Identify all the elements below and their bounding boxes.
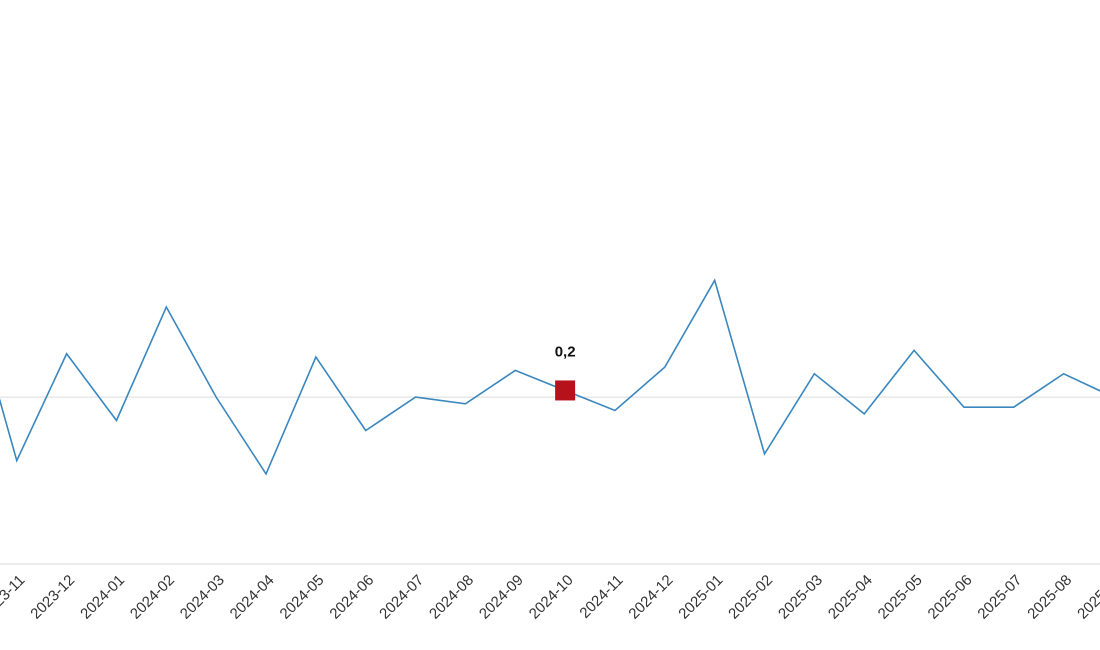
x-tick-label: 2025-01 (675, 572, 726, 623)
x-tick-label: 2025-08 (1024, 572, 1075, 623)
x-tick-label: 2024-05 (277, 572, 328, 623)
x-tick-label: 2023-12 (27, 572, 78, 623)
highlight-marker (555, 380, 576, 401)
x-tick-label: 2024-02 (127, 572, 178, 623)
x-tick-label: 2024-03 (177, 572, 228, 623)
x-tick-label: 2024-07 (376, 572, 427, 623)
x-tick-label: 2025-05 (875, 572, 926, 623)
x-tick-label: 2025-07 (974, 572, 1025, 623)
x-tick-label: 2024-12 (626, 572, 677, 623)
x-tick-label: 2024-04 (227, 572, 278, 623)
x-tick-label: 2024-01 (77, 572, 128, 623)
x-tick-label: 2025-03 (775, 572, 826, 623)
x-tick-label: 2025-09 (1074, 572, 1100, 623)
x-tick-label: 2025-04 (825, 572, 876, 623)
x-tick-label: 2024-11 (576, 572, 626, 622)
x-tick-label: 2023-11 (0, 572, 28, 622)
x-tick-label: 2024-08 (426, 572, 477, 623)
x-tick-label: 2025-06 (925, 572, 976, 623)
x-tick-label: 2024-09 (476, 572, 527, 623)
x-tick-label: 2025-02 (725, 572, 776, 623)
x-tick-label: 2024-06 (326, 572, 377, 623)
line-series (0, 278, 1100, 476)
x-tick-label: 2024-10 (526, 572, 577, 623)
value-label: 0,2 (555, 343, 576, 360)
